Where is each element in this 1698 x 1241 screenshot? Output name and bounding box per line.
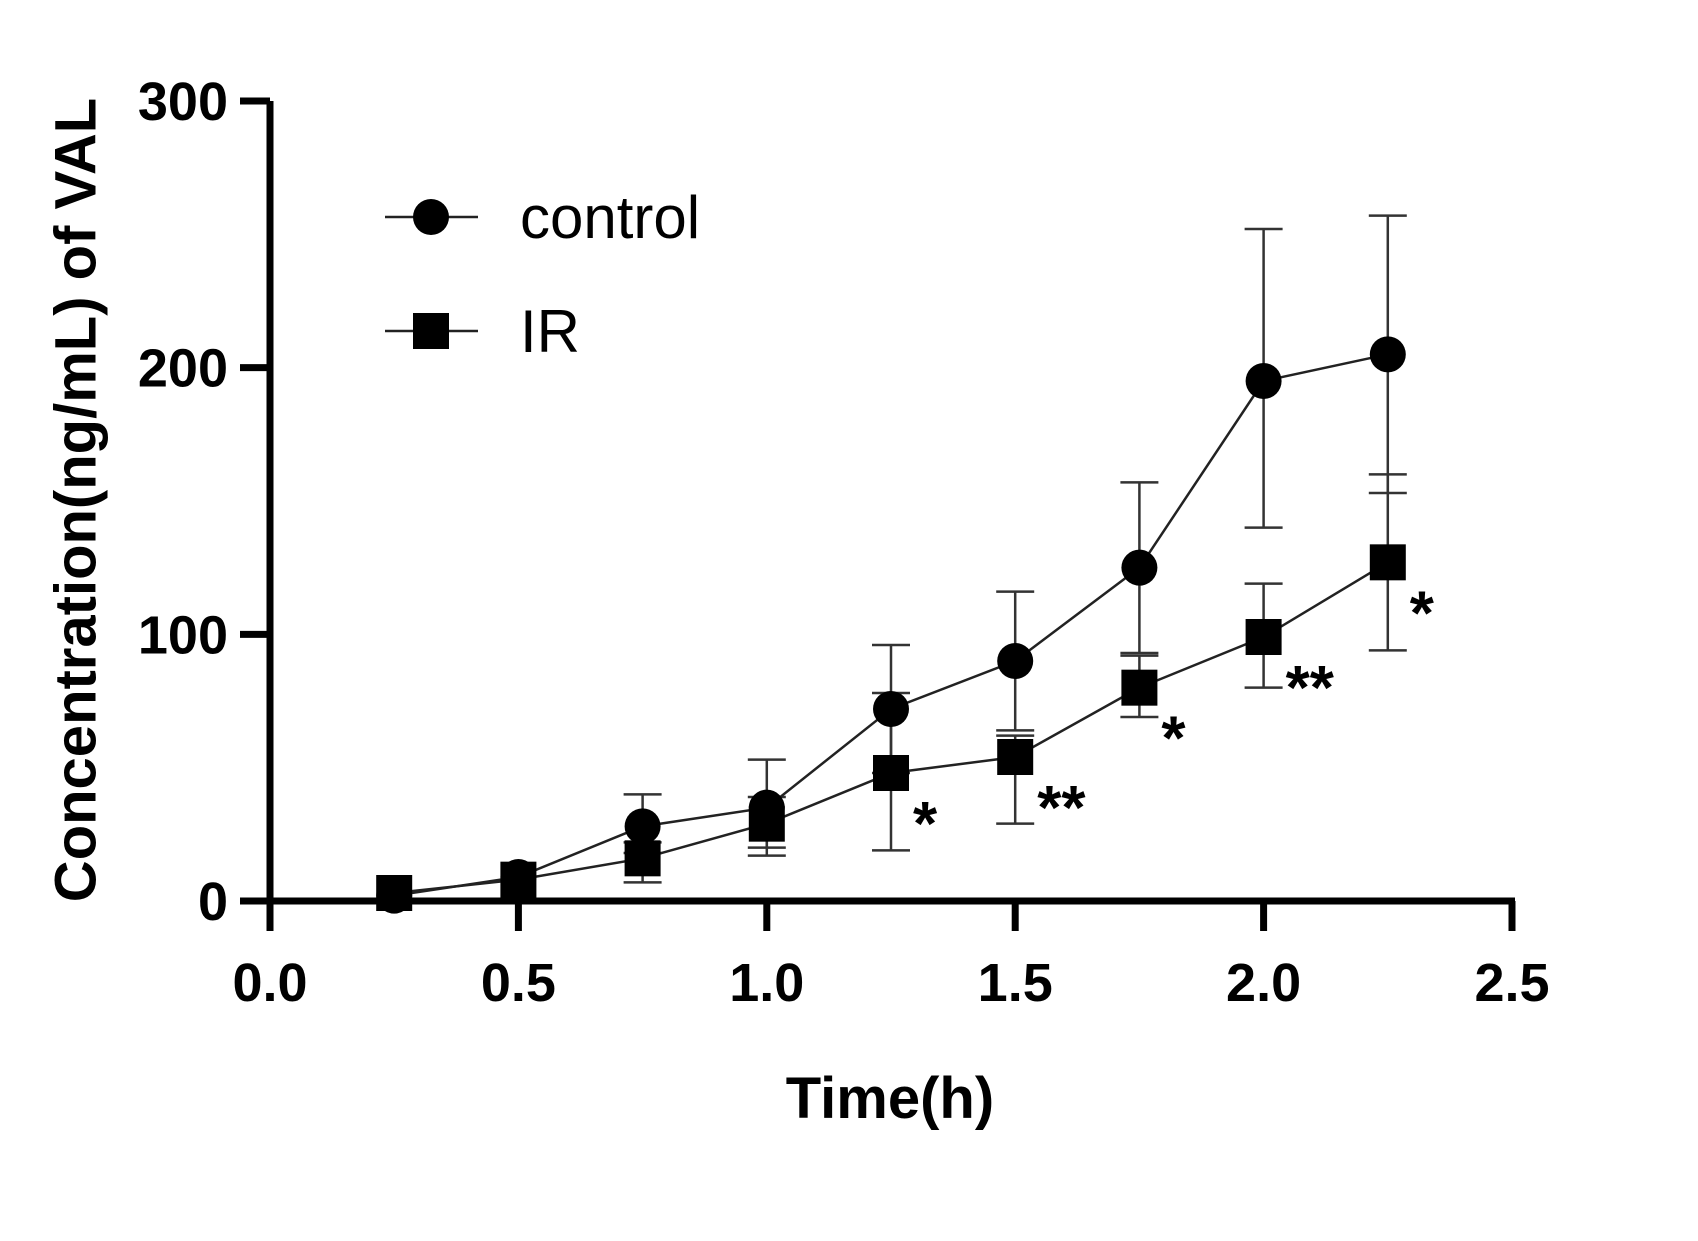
legend-label-IR: IR <box>520 298 580 365</box>
IR-point <box>873 755 909 791</box>
legend: control IR <box>385 184 700 365</box>
IR-point <box>624 840 661 877</box>
y-tick-label: 0 <box>198 872 228 932</box>
significance-marker: * <box>1161 705 1186 774</box>
IR-point <box>1121 669 1158 706</box>
y-tick-label: 100 <box>138 605 228 665</box>
x-tick-label: 2.5 <box>1474 953 1549 1013</box>
IR-point <box>1245 619 1282 655</box>
error-bars <box>623 214 1407 884</box>
control-point <box>1369 336 1406 373</box>
IR-point <box>1369 544 1406 581</box>
x-tick-label: 1.5 <box>978 953 1053 1013</box>
axes: 0 100 200 300 0.0 0.5 1.0 1.5 2.0 2.5 <box>138 72 1550 1013</box>
x-tick-label: 2.0 <box>1226 953 1301 1013</box>
IR-point <box>376 875 413 911</box>
significance-marker: ** <box>1037 774 1086 843</box>
significance-marker: * <box>1410 579 1435 648</box>
y-axis-title: Concentration(ng/mL) of VAL <box>43 98 108 902</box>
y-tick-label: 200 <box>138 339 228 399</box>
significance-annotations: * ****** <box>913 579 1435 859</box>
significance-marker: * <box>913 790 938 859</box>
y-tick-label: 300 <box>138 72 228 132</box>
significance-marker: ** <box>1286 654 1335 723</box>
x-tick-label: 0.0 <box>232 953 307 1013</box>
x-tick-label: 0.5 <box>481 953 556 1013</box>
IR-point <box>748 805 785 842</box>
control-point <box>997 643 1034 679</box>
control-point <box>1121 549 1158 586</box>
data-markers <box>376 336 1406 914</box>
control-point <box>1245 363 1282 399</box>
x-tick-label: 1.0 <box>729 953 804 1013</box>
IR-point <box>500 861 537 898</box>
x-axis-title: Time(h) <box>786 1066 994 1131</box>
legend-marker-control <box>413 199 449 235</box>
legend-label-control: control <box>520 184 700 251</box>
legend-marker-IR <box>413 313 449 349</box>
control-point <box>624 808 661 845</box>
control-point <box>873 691 909 727</box>
IR-point <box>997 739 1034 775</box>
